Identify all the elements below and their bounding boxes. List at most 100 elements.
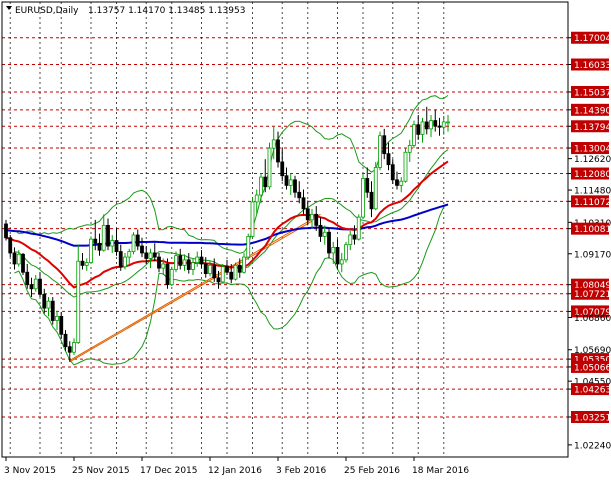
candle-body [12, 252, 17, 265]
price-tick-label: 1.04263 [574, 386, 611, 396]
price-label-box [571, 305, 609, 318]
candle-body [284, 175, 289, 186]
candle-body [212, 264, 217, 279]
candle-body [365, 178, 370, 193]
candle-body [76, 260, 81, 343]
candle-body [63, 333, 68, 348]
candle-body [420, 121, 425, 135]
price-label-box [571, 58, 609, 71]
candle-body [352, 234, 357, 240]
time-tick-label: 25 Feb 2016 [344, 466, 400, 476]
candle-body [403, 151, 408, 182]
candle-body [280, 161, 285, 177]
dropdown-arrow-icon[interactable] [6, 6, 12, 10]
price-tick-label: 1.12620 [574, 155, 611, 165]
candle-body [250, 201, 255, 237]
candle-body [67, 346, 72, 353]
plot-frame [1, 1, 569, 458]
candle-body [33, 278, 38, 290]
candle-body [407, 144, 412, 153]
candle-body [191, 262, 195, 270]
price-tick-label: 1.14390 [574, 106, 611, 116]
candle-body [29, 284, 34, 290]
price-tick-label: 1.16033 [574, 61, 611, 71]
candle-body [233, 264, 238, 280]
time-tick-label: 18 Mar 2016 [412, 466, 469, 476]
time-tick-label: 3 Nov 2015 [4, 466, 56, 476]
price-tick-label: 1.02240 [574, 441, 611, 451]
price-label-box [571, 167, 609, 180]
candle-body [72, 342, 76, 353]
candle-body [242, 256, 246, 273]
price-tick-label: 1.05350 [574, 356, 611, 366]
candle-body [356, 216, 361, 240]
candle-body [80, 260, 85, 266]
candle-body [373, 167, 378, 210]
chart-header: EURUSD,Daily 1.13757 1.14170 1.13485 1.1… [6, 6, 245, 16]
candle-body [152, 252, 157, 258]
candle-body [208, 264, 212, 275]
candle-body [118, 251, 123, 268]
candle-body [148, 252, 153, 259]
moving-average-blue [5, 203, 449, 247]
candle-body [386, 153, 391, 166]
candle-body [89, 238, 93, 263]
candle-body [25, 271, 30, 286]
candle-body [225, 266, 229, 273]
candle-body [314, 213, 319, 226]
price-label-box [571, 287, 609, 300]
price-tick-label: 1.11480 [574, 187, 611, 197]
candle-body [237, 264, 242, 273]
candle-body [220, 266, 225, 283]
candle-body [288, 179, 293, 186]
candle-body [140, 245, 144, 254]
candle-body [416, 124, 421, 135]
candle-body [144, 252, 149, 259]
time-tick-label: 3 Feb 2016 [276, 466, 327, 476]
price-label-box [571, 195, 609, 208]
candle-body [335, 247, 340, 265]
candle-body [38, 278, 42, 295]
candle-body [135, 234, 140, 247]
candle-body [106, 224, 110, 247]
candle-body [55, 315, 59, 321]
price-tick-label: 1.07721 [574, 290, 611, 300]
candle-body [412, 124, 416, 146]
candle-body [110, 240, 115, 247]
price-tick-label: 1.11072 [574, 198, 611, 208]
candle-body [42, 293, 47, 309]
candle-body [437, 125, 442, 128]
time-tick-label: 12 Jan 2016 [208, 466, 262, 476]
price-tick-label: 1.09170 [574, 250, 611, 260]
candle-body [293, 179, 297, 193]
price-tick-label: 1.12080 [574, 170, 611, 180]
price-tick-label: 1.15037 [574, 88, 611, 98]
price-label-box [571, 360, 609, 373]
candle-body [8, 237, 13, 254]
candle-body [331, 247, 336, 254]
price-label-box [571, 120, 609, 133]
candle-body [318, 224, 323, 237]
candle-body [4, 223, 8, 239]
price-label-box [571, 142, 609, 155]
price-tick-label: 1.10081 [574, 225, 611, 235]
candle-body [114, 240, 119, 252]
candle-body [382, 135, 387, 155]
symbol-label: EURUSD,Daily [15, 6, 79, 16]
candle-body [339, 259, 344, 265]
candle-body [254, 194, 259, 203]
candle-body [399, 180, 404, 186]
candle-body [203, 263, 208, 275]
candle-body [123, 256, 127, 268]
candle-body [46, 300, 51, 309]
price-label-box [571, 222, 609, 235]
price-tick-label: 1.13794 [574, 123, 611, 133]
candle-body [165, 263, 170, 286]
price-tick-label: 1.06860 [574, 314, 611, 324]
candle-body [246, 235, 251, 258]
candle-body [178, 255, 183, 266]
bollinger-lower-band [14, 203, 449, 366]
candle-body [216, 277, 221, 283]
